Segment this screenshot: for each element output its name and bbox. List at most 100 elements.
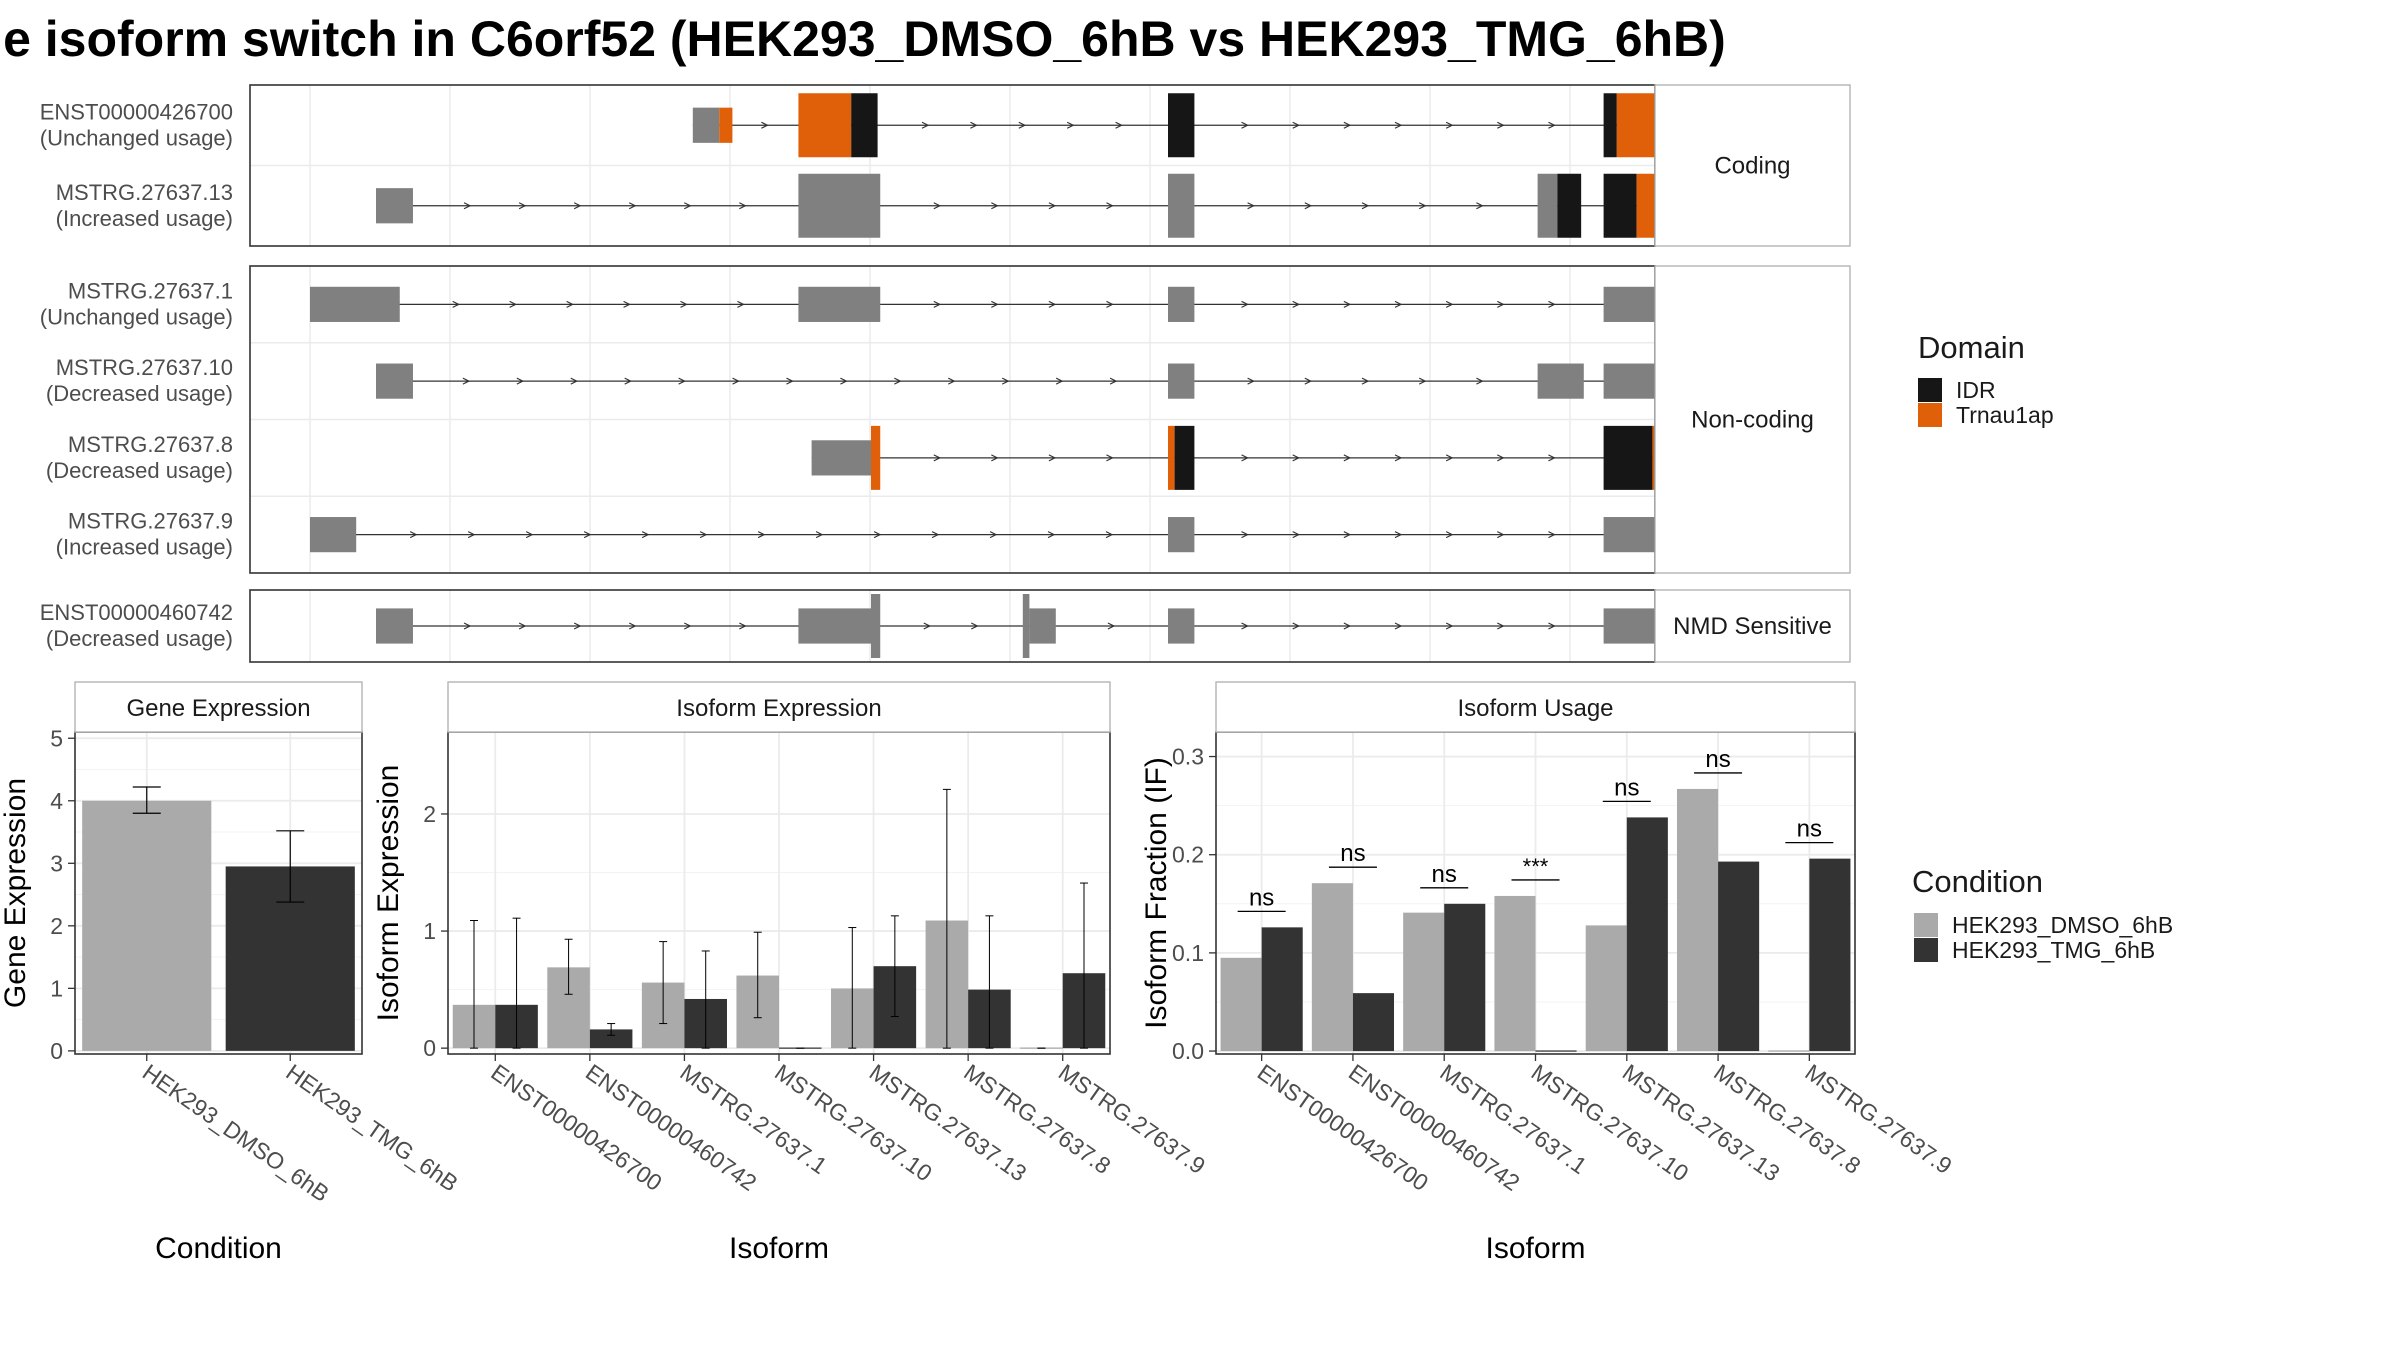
exon-IDR bbox=[1174, 425, 1195, 490]
exon-exon bbox=[1168, 608, 1195, 644]
direction-arrow bbox=[1106, 202, 1114, 210]
x-tick-label: MSTRG.27637.10 bbox=[1527, 1059, 1694, 1187]
bar-HEK293_DMSO_6hB bbox=[1220, 957, 1262, 1052]
direction-arrow bbox=[641, 531, 650, 539]
direction-arrow bbox=[1292, 622, 1301, 630]
transcript-name: MSTRG.27637.1 bbox=[68, 278, 233, 303]
direction-arrow bbox=[991, 300, 999, 308]
direction-arrow bbox=[739, 622, 747, 630]
bar-HEK293_DMSO_6hB bbox=[1403, 912, 1445, 1052]
direction-arrow bbox=[583, 531, 592, 539]
legend-label-condition: HEK293_DMSO_6hB bbox=[1952, 912, 2173, 938]
legend-label-IDR: IDR bbox=[1956, 377, 1996, 403]
direction-arrow bbox=[840, 377, 848, 385]
direction-arrow bbox=[624, 377, 633, 385]
transcript-usage: (Decreased usage) bbox=[46, 381, 233, 406]
direction-arrow bbox=[1361, 377, 1370, 385]
group-strip bbox=[1654, 589, 1851, 663]
direction-arrow bbox=[948, 377, 956, 385]
y-tick-label: 0.1 bbox=[1172, 940, 1204, 966]
group-strip bbox=[1654, 265, 1851, 574]
transcript-name: MSTRG.27637.8 bbox=[68, 432, 233, 457]
direction-arrow bbox=[1394, 121, 1403, 129]
direction-arrow bbox=[518, 622, 527, 630]
exon-exon bbox=[310, 286, 400, 322]
panel-strip bbox=[447, 681, 1111, 733]
direction-arrow bbox=[1548, 531, 1556, 539]
direction-arrow bbox=[1241, 300, 1249, 308]
direction-arrow bbox=[680, 300, 688, 308]
direction-arrow bbox=[1445, 121, 1454, 129]
direction-arrow bbox=[1497, 300, 1505, 308]
x-axis-title: Isoform bbox=[1485, 1232, 1585, 1265]
exon-Trnau1ap bbox=[871, 425, 881, 490]
transcript-name: MSTRG.27637.10 bbox=[56, 355, 233, 380]
exon-exon bbox=[692, 107, 720, 143]
exon-exon bbox=[811, 440, 871, 476]
y-tick-label: 0.3 bbox=[1172, 744, 1204, 770]
direction-arrow bbox=[737, 300, 745, 308]
direction-arrow bbox=[1048, 454, 1057, 462]
y-tick-label: 0 bbox=[423, 1035, 436, 1061]
x-tick-label: ENST00000426700 bbox=[486, 1059, 666, 1196]
direction-arrow bbox=[1394, 454, 1403, 462]
transcript-name: ENST00000426700 bbox=[40, 99, 233, 124]
exon-exon bbox=[871, 173, 881, 238]
direction-arrow bbox=[971, 622, 979, 630]
bar-HEK293_TMG_6hB bbox=[1809, 858, 1851, 1052]
exon-exon bbox=[1537, 173, 1558, 238]
bar-HEK293_DMSO_6hB bbox=[1768, 1050, 1810, 1052]
significance-label: ns bbox=[1797, 816, 1822, 843]
direction-arrow bbox=[1241, 622, 1249, 630]
direction-arrow bbox=[894, 377, 902, 385]
direction-arrow bbox=[1066, 121, 1075, 129]
direction-arrow bbox=[463, 622, 472, 630]
direction-arrow bbox=[1361, 202, 1370, 210]
direction-arrow bbox=[1048, 202, 1057, 210]
legend-label-Trnau1ap: Trnau1ap bbox=[1956, 402, 2054, 428]
y-axis-title: Isoform Fraction (IF) bbox=[1140, 757, 1173, 1029]
direction-arrow bbox=[1018, 121, 1027, 129]
direction-arrow bbox=[815, 531, 824, 539]
bar-HEK293_TMG_6hB bbox=[1718, 861, 1760, 1052]
direction-arrow bbox=[923, 622, 932, 630]
structure-group-1: MSTRG.27637.1(Unchanged usage) MSTRG.2763… bbox=[40, 265, 1851, 574]
direction-arrow bbox=[1548, 454, 1556, 462]
exon-exon bbox=[798, 286, 881, 322]
direction-arrow bbox=[1394, 622, 1403, 630]
legend-swatch-condition bbox=[1914, 913, 1938, 937]
direction-arrow bbox=[933, 202, 942, 210]
direction-arrow bbox=[757, 531, 766, 539]
bar-HEK293_DMSO_6hB bbox=[1311, 883, 1353, 1052]
direction-arrow bbox=[1292, 531, 1301, 539]
direction-arrow bbox=[1304, 202, 1313, 210]
exon-exon bbox=[1168, 517, 1195, 553]
x-tick-label: ENST00000460742 bbox=[581, 1059, 761, 1196]
direction-arrow bbox=[516, 377, 525, 385]
direction-arrow bbox=[684, 202, 692, 210]
condition-legend-title: Condition bbox=[1912, 864, 2043, 899]
direction-arrow bbox=[933, 454, 942, 462]
direction-arrow bbox=[1476, 377, 1484, 385]
transcript-name: MSTRG.27637.9 bbox=[68, 509, 233, 534]
transcript-usage: (Unchanged usage) bbox=[40, 304, 233, 329]
direction-arrow bbox=[1343, 531, 1352, 539]
exon-exon bbox=[1029, 608, 1056, 644]
exon-IDR bbox=[1557, 173, 1582, 238]
x-tick-label: ENST00000460742 bbox=[1344, 1059, 1524, 1196]
direction-arrow bbox=[525, 531, 534, 539]
direction-arrow bbox=[1105, 531, 1114, 539]
legend-swatch-Trnau1ap bbox=[1918, 403, 1942, 427]
direction-arrow bbox=[699, 531, 708, 539]
exon-exon bbox=[1537, 363, 1584, 399]
direction-arrow bbox=[1292, 300, 1301, 308]
panel-title: Gene Expression bbox=[126, 695, 310, 722]
y-tick-label: 4 bbox=[50, 788, 63, 814]
direction-arrow bbox=[628, 202, 637, 210]
panel-title: Isoform Usage bbox=[1457, 695, 1613, 722]
exon-IDR bbox=[851, 93, 878, 158]
chart-2: ns ns ns *** ns ns ns Isoform Usage 0.0 0.1 0.2 0.3… bbox=[1140, 681, 1957, 1265]
group-label: Coding bbox=[1714, 153, 1790, 180]
